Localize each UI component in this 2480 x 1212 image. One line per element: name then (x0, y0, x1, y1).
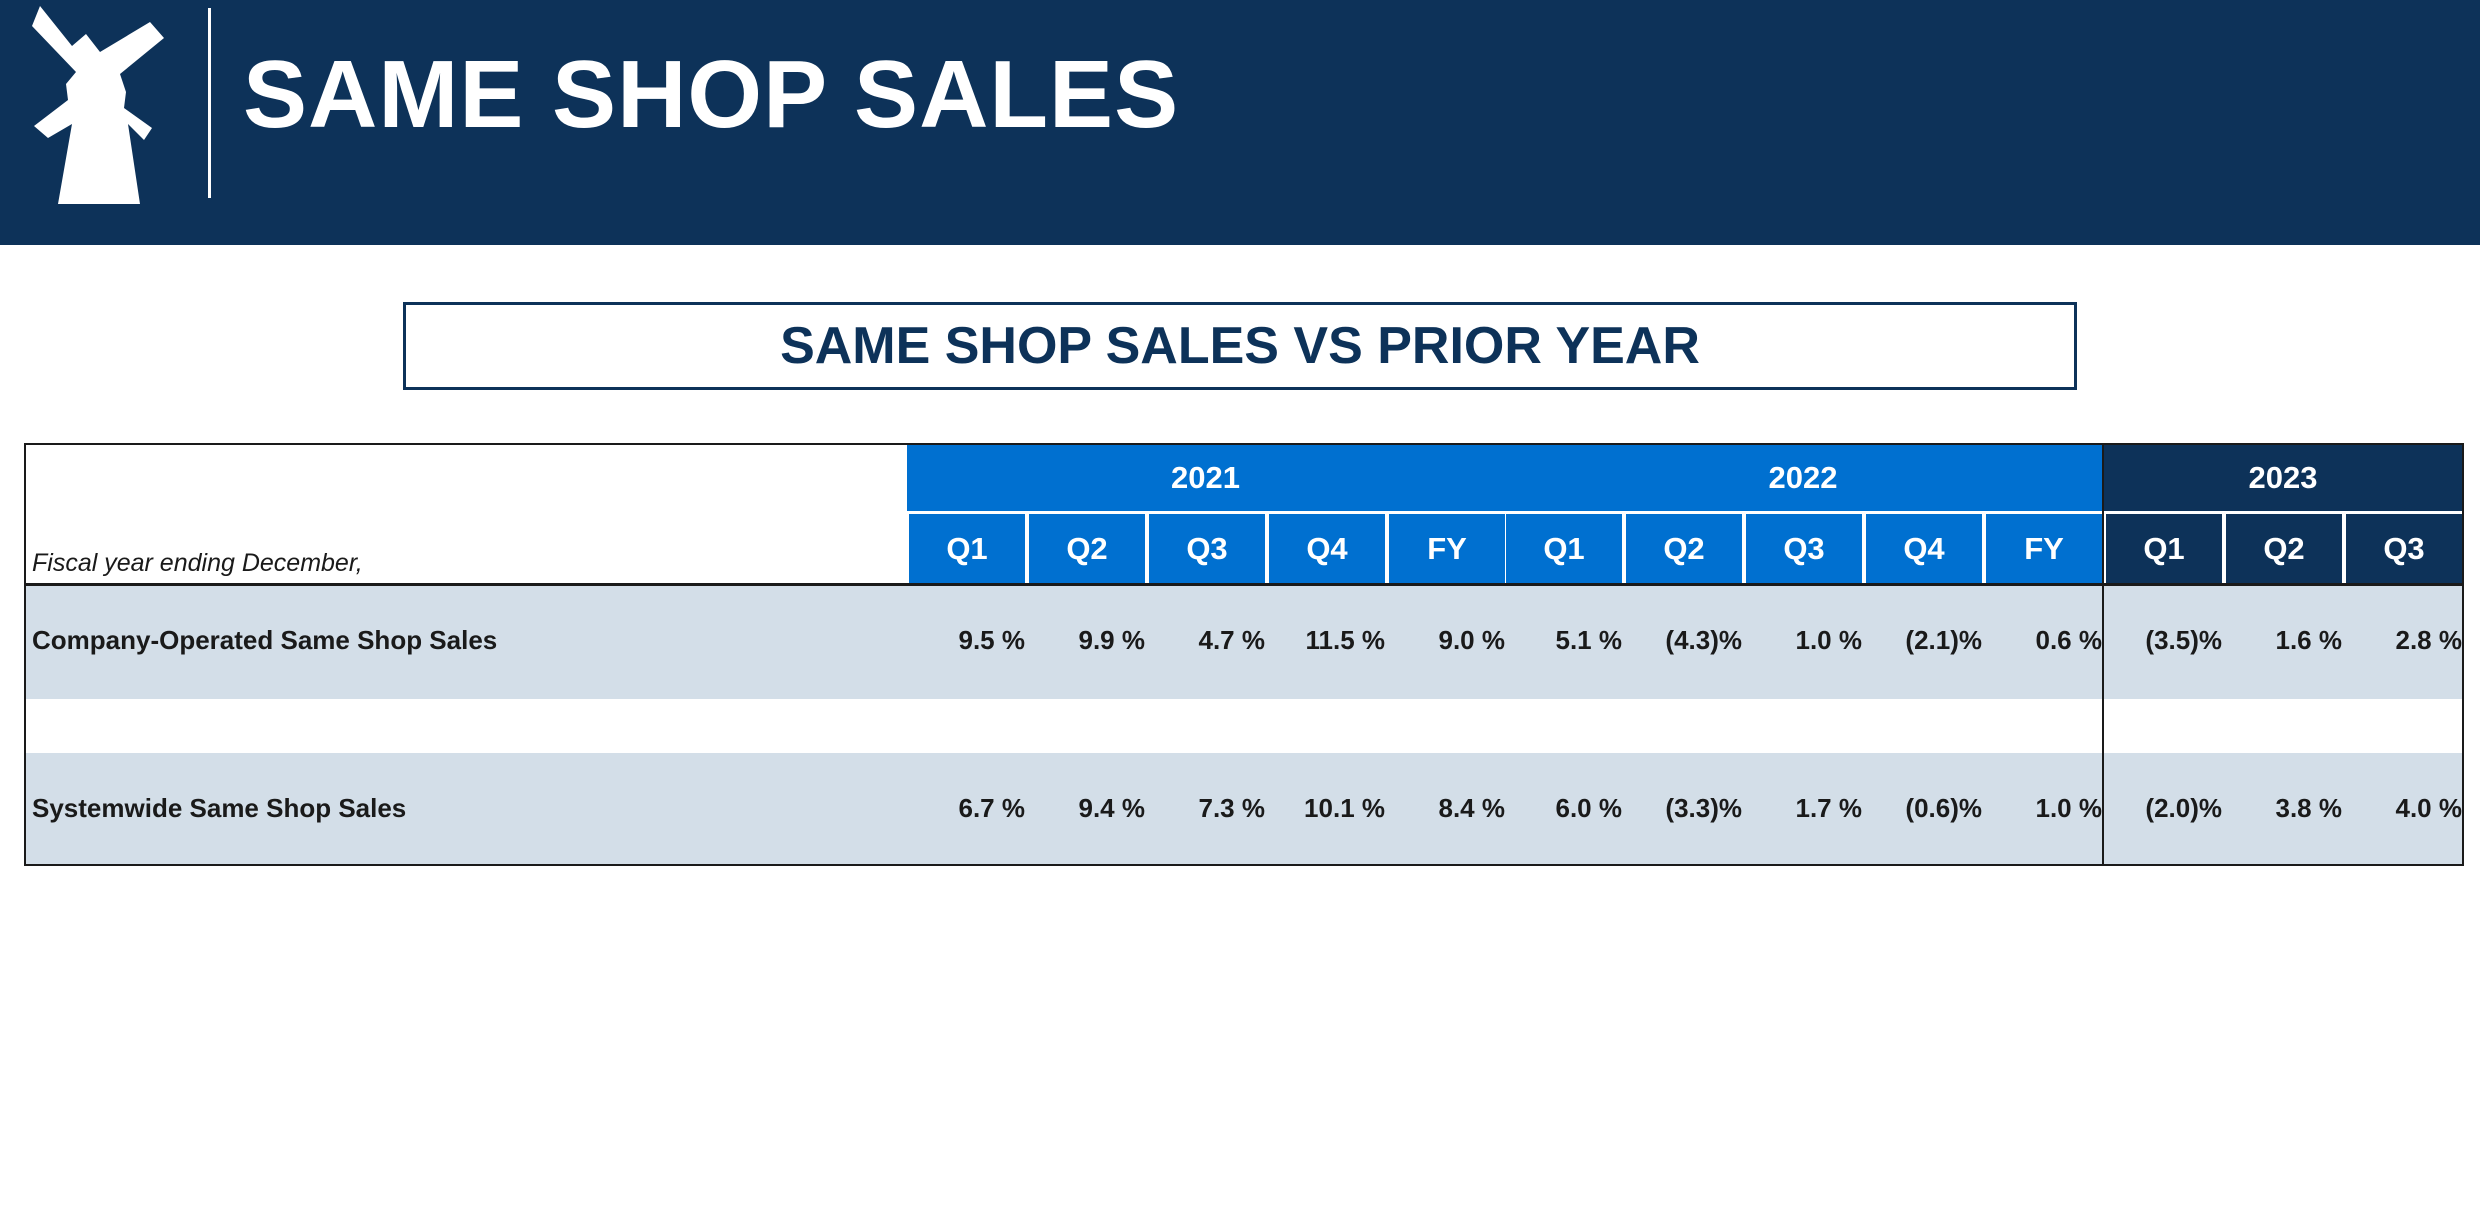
year-header-2021: 2021 (907, 445, 1504, 511)
table-cell: (0.6)% (1905, 793, 1982, 823)
header-divider (208, 8, 211, 198)
year-header-2022: 2022 (1504, 445, 2102, 511)
column-header-q2: Q2 (1626, 514, 1742, 583)
table-cell: (3.3)% (1665, 793, 1742, 823)
row-label-systemwide: Systemwide Same Shop Sales (32, 793, 407, 823)
table-cell: (3.5)% (2145, 625, 2222, 655)
windmill-icon (28, 4, 182, 204)
column-header-q3: Q3 (2346, 514, 2462, 583)
table-cell: (2.1)% (1905, 625, 1982, 655)
table-cell: 9.0 % (1438, 625, 1506, 655)
table-cell: 1.6 % (2275, 625, 2343, 655)
fiscal-year-label: Fiscal year ending December, (32, 549, 363, 577)
table-cell: 10.1 % (1304, 793, 1385, 823)
column-header-q2: Q2 (1029, 514, 1145, 583)
column-header-q3: Q3 (1746, 514, 1862, 583)
table-cell: 1.7 % (1795, 793, 1863, 823)
column-header-q2: Q2 (2226, 514, 2342, 583)
table-cell: 4.0 % (2395, 793, 2463, 823)
row-band-systemwide (26, 753, 2462, 864)
table-cell: (4.3)% (1665, 625, 1742, 655)
year-header-2023: 2023 (2104, 445, 2462, 511)
column-header-q3: Q3 (1149, 514, 1265, 583)
page-title: SAME SHOP SALES (243, 41, 1180, 148)
column-header-q1: Q1 (1506, 514, 1622, 583)
column-header-q4: Q4 (1866, 514, 1982, 583)
header-rule (26, 583, 2462, 586)
row-label-company-operated: Company-Operated Same Shop Sales (32, 625, 498, 655)
column-header-q4: Q4 (1269, 514, 1385, 583)
table-cell: 8.4 % (1438, 793, 1506, 823)
table-cell: 1.0 % (1795, 625, 1863, 655)
table-cell: 9.5 % (958, 625, 1026, 655)
table-cell: 6.0 % (1555, 793, 1623, 823)
row-band-company (26, 586, 2462, 699)
table-cell: 7.3 % (1198, 793, 1266, 823)
table-cell: 5.1 % (1555, 625, 1623, 655)
table-cell: 9.9 % (1078, 625, 1146, 655)
table-cell: 9.4 % (1078, 793, 1146, 823)
column-header-fy: FY (1986, 514, 2102, 583)
column-header-fy: FY (1389, 514, 1505, 583)
table-cell: 4.7 % (1198, 625, 1266, 655)
table-cell: 1.0 % (2035, 793, 2103, 823)
column-divider-2023 (2102, 445, 2104, 864)
table-cell: 2.8 % (2395, 625, 2463, 655)
column-header-q1: Q1 (2106, 514, 2222, 583)
table-subtitle: SAME SHOP SALES VS PRIOR YEAR (403, 302, 2077, 390)
table-cell: 0.6 % (2035, 625, 2103, 655)
page-header: SAME SHOP SALES (0, 0, 2480, 245)
sales-table: 2021 2022 2023 Fiscal year ending Decemb… (24, 443, 2464, 866)
table-cell: 6.7 % (958, 793, 1026, 823)
table-cell: 3.8 % (2275, 793, 2343, 823)
column-header-q1: Q1 (909, 514, 1025, 583)
table-cell: (2.0)% (2145, 793, 2222, 823)
table-cell: 11.5 % (1305, 625, 1385, 655)
